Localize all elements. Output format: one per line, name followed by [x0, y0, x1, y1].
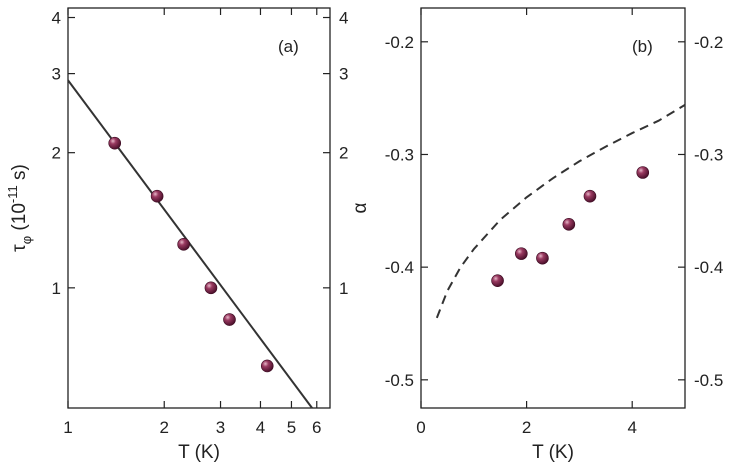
y-title-unit: s): [9, 164, 30, 185]
y-title-tau: τ: [9, 244, 30, 252]
x-tick-label: 4: [627, 418, 636, 437]
data-point: [150, 189, 164, 203]
panel-b-data-points: [491, 166, 650, 287]
y-tick-label: 4: [52, 9, 61, 28]
data-point: [177, 238, 190, 251]
data-point: [583, 189, 597, 203]
panel-a-label: (a): [278, 37, 299, 56]
y-tick-label-right: -0.2: [694, 33, 723, 52]
panel-a-fit-line: [67, 79, 313, 409]
panel-b: 0 2 4-0.2 -0.2-0.3 -0.3-0.4 -0.4-0.5 -0.5 (b) …: [350, 7, 724, 463]
x-tick-label: 0: [416, 418, 425, 437]
x-tick-label: 3: [216, 418, 225, 437]
y-title-subscript: φ: [19, 236, 34, 244]
y-tick-label: -0.4: [385, 258, 414, 277]
y-title-open: (10: [9, 203, 30, 236]
x-tick-label: 5: [287, 418, 296, 437]
data-point: [491, 274, 504, 287]
y-tick-label-right: 2: [339, 144, 348, 163]
y-tick-label-right: 4: [339, 9, 348, 28]
y-tick-label-right: -0.3: [694, 145, 723, 164]
data-point: [223, 313, 236, 326]
panel-a: 1 2 3 4 5 6 1 1 2 2 3 3 4 4 (a) T (K) τφ (10-11 s): [5, 7, 349, 463]
dashed-curve: [435, 104, 686, 319]
y-tick-label: -0.2: [385, 33, 414, 52]
y-tick-label-right: 1: [339, 279, 348, 298]
y-tick-label: 2: [52, 144, 61, 163]
panel-a-frame: [67, 7, 331, 409]
panel-b-ticks: [420, 8, 685, 408]
x-tick-label: 6: [312, 418, 321, 437]
data-point: [204, 281, 218, 295]
y-title-exponent: -11: [5, 185, 20, 203]
y-tick-label: 1: [52, 279, 61, 298]
y-tick-label-right: -0.5: [694, 371, 723, 390]
panel-b-frame: [420, 7, 686, 409]
y-tick-label: -0.5: [385, 371, 414, 390]
panel-a-y-axis-title: τφ (10-11 s): [5, 164, 34, 252]
y-tick-label: -0.3: [385, 145, 414, 164]
panel-b-label: (b): [632, 37, 653, 56]
data-point: [536, 251, 549, 265]
panel-b-dashed-curve: [435, 104, 686, 319]
x-tick-label: 4: [256, 418, 265, 437]
panel-a-data-points: [108, 136, 274, 373]
data-point: [636, 166, 650, 179]
x-tick-label: 2: [160, 418, 169, 437]
panel-b-y-axis-title: α: [350, 202, 371, 213]
y-tick-label: 3: [52, 65, 61, 84]
panel-a-ticks: [67, 8, 330, 408]
data-point: [260, 359, 274, 373]
data-point: [562, 218, 576, 231]
y-tick-label-right: -0.4: [694, 258, 723, 277]
y-tick-label-right: 3: [339, 65, 348, 84]
fit-line: [67, 79, 313, 409]
panel-b-tick-labels: 0 2 4 -0.2 -0.2 -0.3 -0.3 -0.4 -0.4 -0.5 -0.5: [385, 33, 724, 437]
panel-a-x-axis-title: T (K): [178, 442, 220, 463]
data-point: [108, 136, 122, 150]
panel-b-x-axis-title: T (K): [532, 442, 574, 463]
x-tick-label: 1: [63, 418, 72, 437]
data-point: [515, 247, 528, 260]
x-tick-label: 2: [522, 418, 531, 437]
panel-a-tick-labels: 1 2 3 4 5 6 1 1 2 2 3 3 4 4: [52, 9, 349, 437]
